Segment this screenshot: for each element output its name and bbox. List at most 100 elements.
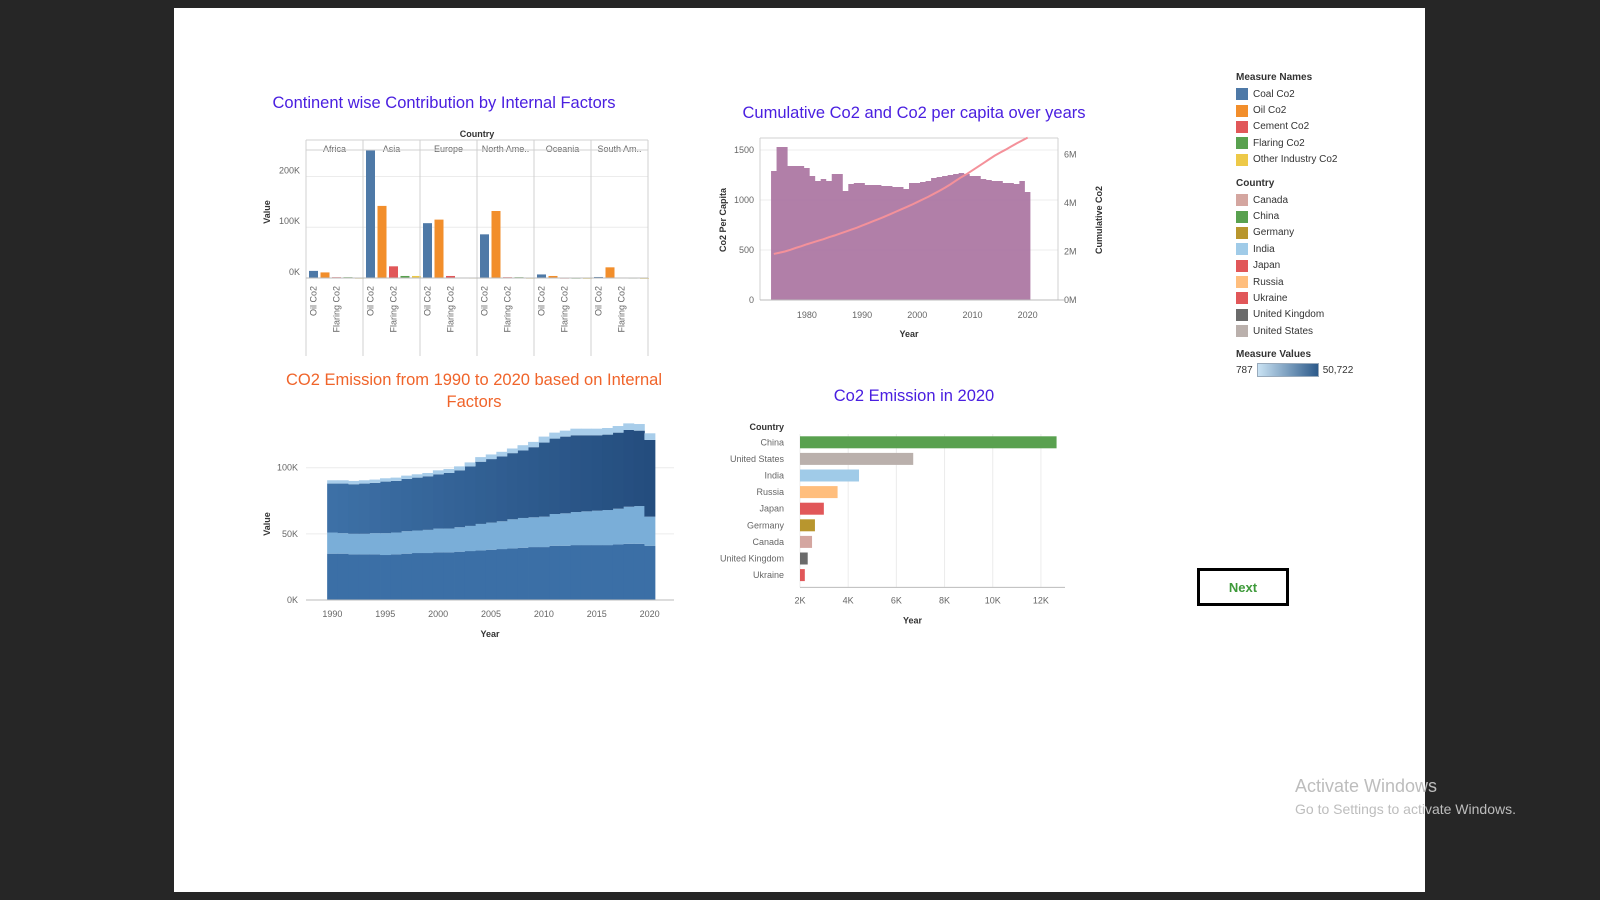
legend-measure-label: Cement Co2	[1253, 121, 1310, 133]
emission-2020-chart[interactable]: 2K 4K 6K 8K 10K 12K Country China United States I…	[710, 416, 1130, 636]
x-tick-label: 2000	[428, 609, 448, 619]
stack-segment	[591, 435, 603, 511]
stack-segment	[623, 506, 635, 544]
emission-area-chart[interactable]: 0K 50K 100K 1990 1995 2000 2005 2010 2015 2020 Yea…	[260, 418, 720, 640]
stack-segment	[327, 483, 339, 533]
legend-measure-label: Flaring Co2	[1253, 137, 1305, 149]
legend-country-item[interactable]: Russia	[1236, 274, 1386, 290]
stack-segment	[390, 477, 402, 481]
legend-country-item[interactable]: India	[1236, 241, 1386, 257]
stack-segment	[443, 552, 455, 600]
x-tick-label: 1990	[852, 310, 872, 320]
stack-segment	[380, 478, 391, 482]
legend-country-item[interactable]: Germany	[1236, 225, 1386, 241]
legend-country-item[interactable]: United Kingdom	[1236, 307, 1386, 323]
stack-segment	[559, 430, 571, 437]
legend-measure-item[interactable]: Other Industry Co2	[1236, 152, 1386, 168]
legend-measure-swatch	[1236, 137, 1248, 150]
country-label: Ukraine	[753, 570, 784, 580]
x-tick-label: Oil Co2	[309, 286, 319, 316]
x-tick-label: 2010	[534, 609, 554, 619]
stack-segment	[337, 480, 349, 484]
stack-segment	[432, 470, 444, 475]
stack-segment	[644, 516, 656, 546]
stack-segment	[475, 461, 487, 524]
legend-measure-item[interactable]: Flaring Co2	[1236, 135, 1386, 151]
country-label: Canada	[752, 537, 784, 547]
legend-country-label: India	[1253, 243, 1275, 255]
stack-segment	[401, 475, 413, 479]
continent-chart-title: Continent wise Contribution by Internal …	[272, 94, 616, 112]
legend-panel: Measure Names Coal Co2 Oil Co2 Cement Co2 F…	[1236, 72, 1386, 378]
continent-label: South Am..	[597, 144, 641, 154]
legend-measure-label: Oil Co2	[1253, 105, 1287, 117]
stack-segment	[348, 554, 360, 600]
x-tick-label: Flaring Co2	[503, 286, 513, 333]
stack-segment	[380, 481, 391, 534]
legend-country-label: United States	[1253, 325, 1314, 337]
stack-segment	[602, 428, 614, 435]
stack-segment	[506, 519, 518, 549]
stack-segment	[506, 453, 518, 520]
bar-coal	[366, 150, 375, 278]
stack-segment	[602, 434, 614, 511]
bar-coal	[423, 223, 432, 278]
stack-segment	[422, 529, 434, 554]
stack-segment	[432, 474, 444, 529]
legend-country-swatch	[1236, 259, 1248, 272]
stack-segment	[549, 432, 561, 439]
stack-segment	[570, 545, 582, 600]
stack-segment	[411, 477, 423, 531]
legend-country-item[interactable]: Japan	[1236, 258, 1386, 274]
stack-segment	[401, 531, 413, 554]
bar-oil	[377, 205, 387, 278]
country-bar	[800, 502, 824, 515]
legend-measure-item[interactable]: Coal Co2	[1236, 86, 1386, 102]
stack-segment	[633, 430, 645, 507]
stack-segment	[528, 517, 540, 548]
y-left-tick-label: 1500	[734, 145, 754, 155]
legend-country-swatch	[1236, 325, 1248, 338]
legend-measure-item[interactable]: Oil Co2	[1236, 102, 1386, 118]
x-tick-label: Flaring Co2	[332, 286, 342, 333]
legend-measure-item[interactable]: Cement Co2	[1236, 119, 1386, 135]
stack-segment	[369, 533, 381, 555]
stack-segment	[559, 545, 571, 600]
y-left-tick-label: 0	[749, 295, 754, 305]
legend-country-item[interactable]: Ukraine	[1236, 290, 1386, 306]
stack-segment	[623, 543, 635, 600]
bar-coal	[480, 234, 489, 278]
country-bar	[800, 519, 815, 532]
legend-country-item[interactable]: United States	[1236, 323, 1386, 339]
continent-label: Africa	[323, 144, 346, 154]
bar-coal	[537, 274, 546, 278]
y-right-tick-label: 4M	[1064, 198, 1077, 208]
stack-segment	[327, 553, 339, 600]
ramp-max-label: 50,722	[1322, 364, 1354, 376]
ramp-min-label: 787	[1236, 364, 1253, 376]
cumulative-co2-chart[interactable]: 0 500 1000 1500 0M 2M 4M 6M 1980 1990 2000 2010 2020…	[710, 130, 1140, 352]
stack-segment	[369, 554, 381, 600]
y-tick-label: 50K	[282, 529, 298, 539]
x-tick-label: Oil Co2	[480, 286, 490, 316]
dashboard-canvas: Continent wise Contribution by Internal …	[174, 8, 1425, 892]
legend-country-item[interactable]: Canada	[1236, 192, 1386, 208]
stack-segment	[591, 428, 603, 436]
x-tick-label: 6K	[891, 595, 902, 605]
stack-segment	[485, 522, 497, 550]
country-label: United States	[730, 454, 785, 464]
stack-segment	[580, 511, 592, 546]
stack-segment	[538, 547, 550, 600]
continent-label: Europe	[434, 144, 463, 154]
stack-segment	[549, 545, 561, 600]
continent-label: Asia	[383, 144, 401, 154]
next-button[interactable]: Next	[1197, 568, 1289, 606]
legend-country-item[interactable]: China	[1236, 208, 1386, 224]
y-tick-label: 200K	[279, 165, 300, 175]
stack-segment	[390, 554, 402, 600]
y-right-tick-label: 0M	[1064, 295, 1077, 305]
continent-contribution-chart[interactable]: Country 0K 100K 200K Value Africa Oil Co2 Flari…	[260, 124, 660, 356]
watermark-title: Activate Windows	[1295, 776, 1438, 796]
legend-measure-swatch	[1236, 120, 1248, 133]
country-bar	[800, 552, 808, 565]
